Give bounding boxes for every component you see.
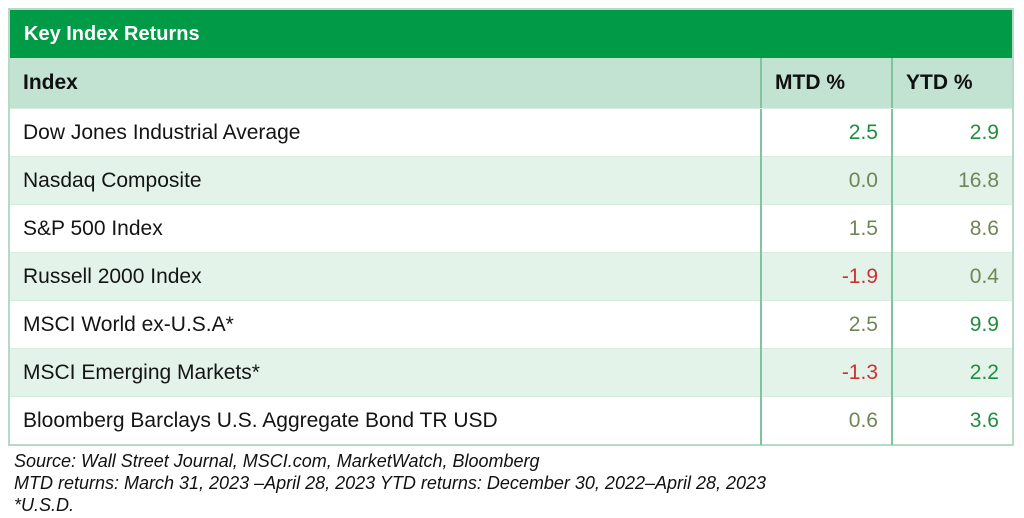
index-name-cell: Russell 2000 Index (23, 265, 202, 288)
ytd-value-cell: 9.9 (891, 301, 1012, 349)
index-name-cell: MSCI World ex-U.S.A* (23, 313, 234, 336)
table-row: Nasdaq Composite 0.0 16.8 (10, 156, 1012, 205)
table-row: MSCI World ex-U.S.A* 2.5 9.9 (10, 300, 1012, 349)
table-row: Russell 2000 Index -1.9 0.4 (10, 252, 1012, 301)
table-footnotes: Source: Wall Street Journal, MSCI.com, M… (14, 450, 766, 516)
ytd-value-cell: 2.2 (891, 349, 1012, 397)
ytd-value-cell: 0.4 (891, 253, 1012, 301)
index-name-cell: S&P 500 Index (23, 217, 163, 240)
mtd-value-cell: 2.5 (760, 109, 891, 157)
ytd-value-cell: 16.8 (891, 157, 1012, 205)
table-row: Dow Jones Industrial Average 2.5 2.9 (10, 108, 1012, 157)
returns-period-note: MTD returns: March 31, 2023 –April 28, 2… (14, 473, 767, 493)
mtd-value-cell: 0.6 (760, 397, 891, 445)
table-title-bar: Key Index Returns (10, 10, 1012, 58)
ytd-value-cell: 8.6 (891, 205, 1012, 253)
mtd-value-cell: -1.3 (760, 349, 891, 397)
usd-footnote: *U.S.D. (14, 495, 75, 515)
mtd-value-cell: 1.5 (760, 205, 891, 253)
table-row: MSCI Emerging Markets* -1.3 2.2 (10, 348, 1012, 397)
mtd-value-cell: 2.5 (760, 301, 891, 349)
index-name-cell: Dow Jones Industrial Average (23, 121, 301, 144)
column-header-index: Index (23, 71, 78, 94)
table-row: Bloomberg Barclays U.S. Aggregate Bond T… (10, 396, 1012, 445)
mtd-value-cell: -1.9 (760, 253, 891, 301)
index-name-cell: Nasdaq Composite (23, 169, 202, 192)
index-name-cell: MSCI Emerging Markets* (23, 361, 260, 384)
index-name-cell: Bloomberg Barclays U.S. Aggregate Bond T… (23, 409, 498, 432)
source-note: Source: Wall Street Journal, MSCI.com, M… (14, 451, 540, 471)
ytd-value-cell: 3.6 (891, 397, 1012, 445)
column-header-ytd: YTD % (891, 58, 1012, 108)
key-index-returns-table: Key Index Returns Index MTD % YTD % Dow … (8, 8, 1014, 446)
mtd-value-cell: 0.0 (760, 157, 891, 205)
table-header-row: Index MTD % YTD % (10, 58, 1012, 108)
ytd-value-cell: 2.9 (891, 109, 1012, 157)
column-header-mtd: MTD % (760, 58, 891, 108)
table-title: Key Index Returns (24, 22, 200, 45)
table-row: S&P 500 Index 1.5 8.6 (10, 204, 1012, 253)
